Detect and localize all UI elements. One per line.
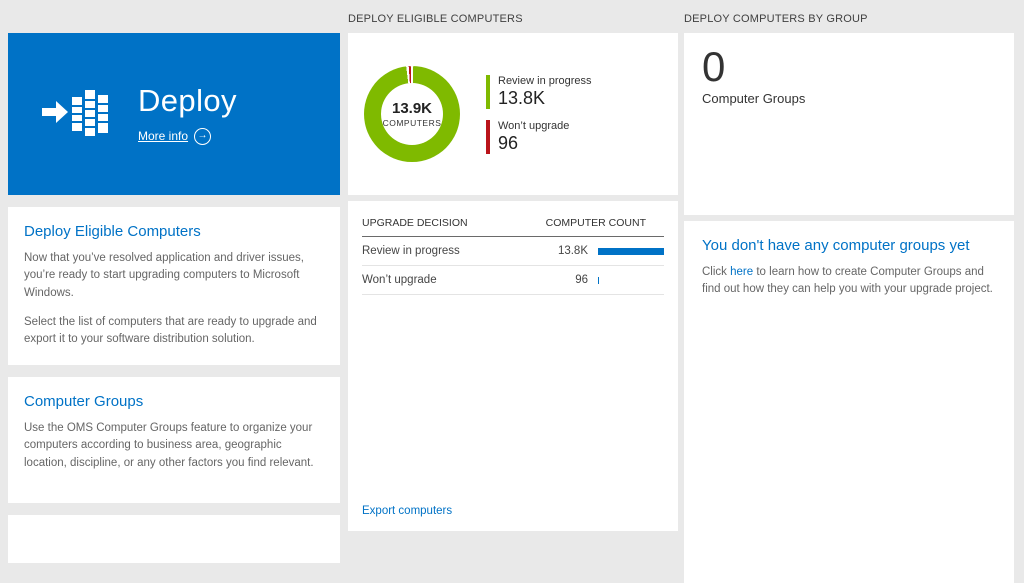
row-value: 96 <box>575 274 588 286</box>
table-header-row: UPGRADE DECISION COMPUTER COUNT <box>362 201 664 237</box>
legend-label: Review in progress <box>498 74 592 87</box>
upgrade-decision-table-card: UPGRADE DECISION COMPUTER COUNT Review i… <box>348 201 678 531</box>
computer-groups-panel: Computer Groups Use the OMS Computer Gro… <box>8 377 340 503</box>
here-link[interactable]: here <box>730 266 754 278</box>
text-before-link: Click <box>702 266 731 278</box>
donut-card: 13.9K COMPUTERS Review in progress 13.8K… <box>348 33 678 195</box>
deploy-icon <box>42 85 108 144</box>
computer-groups-heading: Computer Groups <box>24 393 144 410</box>
table-row[interactable]: Review in progress 13.8K <box>362 237 664 266</box>
legend-item-review: Review in progress 13.8K <box>486 74 592 109</box>
deploy-tile-text: Deploy More info → <box>138 83 237 146</box>
deploy-tile: Deploy More info → <box>8 33 340 195</box>
deploy-eligible-heading: Deploy Eligible Computers <box>24 223 201 240</box>
donut-center: 13.9K COMPUTERS <box>381 83 443 145</box>
column-header-upgrade-decision: UPGRADE DECISION <box>362 217 468 229</box>
empty-panel <box>8 515 340 563</box>
more-info-link[interactable]: More info → <box>138 127 212 145</box>
deploy-title: Deploy <box>138 82 237 118</box>
legend-color-bar-red <box>486 119 490 154</box>
donut-legend: Review in progress 13.8K Won’t upgrade 9… <box>486 74 592 154</box>
donut-chart: 13.9K COMPUTERS <box>364 66 460 162</box>
column-header-computer-count: COMPUTER COUNT <box>545 217 646 229</box>
no-groups-heading: You don't have any computer groups yet <box>702 237 970 254</box>
no-groups-panel: You don't have any computer groups yet C… <box>684 221 1014 583</box>
legend-color-bar-green <box>486 74 490 109</box>
middle-column-header: DEPLOY ELIGIBLE COMPUTERS <box>348 13 523 25</box>
deploy-eligible-para2: Select the list of computers that are re… <box>24 315 317 345</box>
export-computers-link[interactable]: Export computers <box>362 505 453 517</box>
more-info-label: More info <box>138 129 189 144</box>
deploy-eligible-para1: Now that you’ve resolved application and… <box>24 252 304 299</box>
donut-total-label: COMPUTERS <box>382 118 442 128</box>
no-groups-text: Click here to learn how to create Comput… <box>702 264 996 299</box>
row-bar <box>598 247 664 255</box>
arrow-right-circle-icon: → <box>194 127 212 145</box>
row-bar-track <box>598 276 664 284</box>
computer-groups-count-card: 0 Computer Groups <box>684 33 1014 215</box>
legend-item-wont-upgrade: Won’t upgrade 96 <box>486 119 592 154</box>
row-label: Review in progress <box>362 245 460 257</box>
groups-count-label: Computer Groups <box>702 91 806 107</box>
legend-value: 96 <box>498 132 519 153</box>
row-bar <box>598 276 600 284</box>
row-value: 13.8K <box>557 245 588 257</box>
computer-groups-para: Use the OMS Computer Groups feature to o… <box>24 422 314 469</box>
table-row[interactable]: Won’t upgrade 96 <box>362 266 664 295</box>
right-column-header: DEPLOY COMPUTERS BY GROUP <box>684 13 868 25</box>
right-column: 0 Computer Groups You don't have any com… <box>684 33 1014 583</box>
middle-column: 13.9K COMPUTERS Review in progress 13.8K… <box>348 33 678 531</box>
donut-total-value: 13.9K <box>391 100 433 117</box>
text-after-link: to learn how to create Computer Groups a… <box>702 266 993 296</box>
legend-label: Won’t upgrade <box>498 119 570 132</box>
left-column: Deploy More info → Deploy Eligible Compu… <box>8 33 340 563</box>
legend-value: 13.8K <box>498 87 546 108</box>
row-label: Won’t upgrade <box>362 274 437 286</box>
row-bar-track <box>598 247 664 255</box>
groups-count: 0 <box>702 43 726 90</box>
deploy-eligible-panel: Deploy Eligible Computers Now that you’v… <box>8 207 340 365</box>
